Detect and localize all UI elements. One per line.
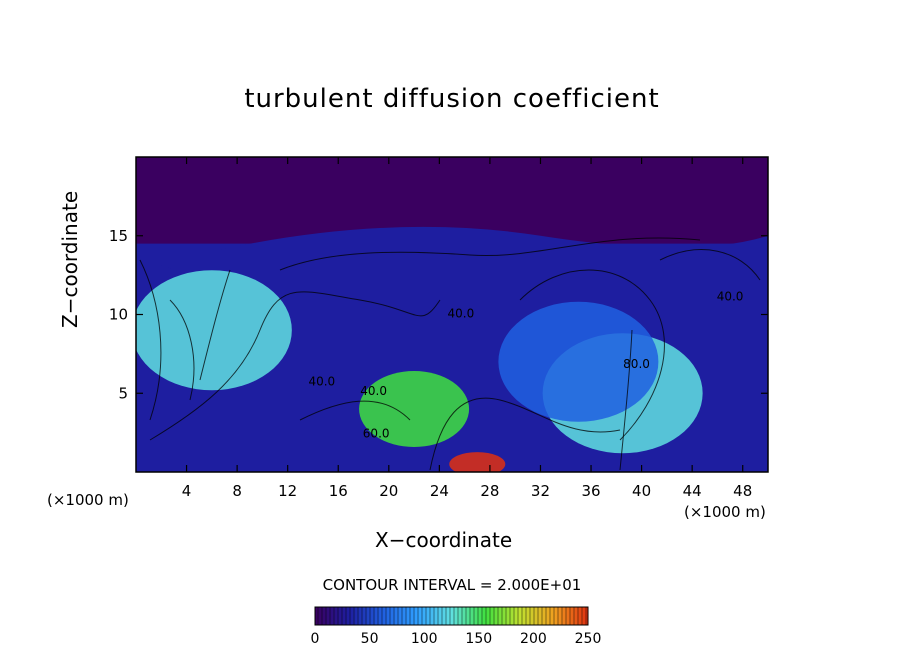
y-tick-label: 15 (109, 227, 128, 245)
colorbar-tick-label: 100 (411, 631, 438, 647)
x-tick-label: 40 (632, 482, 651, 500)
x-tick-label: 48 (733, 482, 752, 500)
y-tick-label: 5 (118, 384, 128, 402)
colorbar-tick-label: 0 (311, 631, 320, 647)
x-tick-label: 12 (278, 482, 297, 500)
x-tick-label: 24 (430, 482, 449, 500)
contour-line (279, 237, 701, 271)
contour-line (199, 269, 231, 381)
colorbar-stripes (315, 607, 588, 625)
contour-label: 40.0 (360, 384, 387, 398)
colorbar-tick-label: 50 (361, 631, 379, 647)
contour-label: 40.0 (717, 289, 744, 303)
x-tick-label: 20 (379, 482, 398, 500)
contour-line (619, 329, 633, 471)
contour-line (429, 397, 621, 471)
contour-line (169, 299, 195, 401)
contour-line (139, 259, 162, 421)
x-unit-right: (×1000 m) (684, 503, 766, 521)
chart-title: turbulent diffusion coefficient (244, 84, 660, 114)
x-tick-label: 16 (329, 482, 348, 500)
contour-lines (139, 237, 761, 471)
x-tick-label: 36 (581, 482, 600, 500)
contour-line (299, 400, 411, 421)
field-feature (498, 301, 659, 422)
y-tick-label: 10 (109, 306, 128, 324)
colorbar-tick-label: 150 (465, 631, 492, 647)
x-tick-label: 8 (232, 482, 242, 500)
turbulent-layer (211, 226, 768, 472)
contour-interval-label: CONTOUR INTERVAL = 2.000E+01 (322, 576, 582, 594)
x-axis-label: X−coordinate (375, 528, 513, 552)
colorbar-tick-label: 200 (520, 631, 547, 647)
colorbar-frame (314, 606, 589, 626)
contour-label: 40.0 (308, 374, 335, 388)
x-tick-label: 4 (182, 482, 192, 500)
colorbar-tick-label: 250 (575, 631, 602, 647)
field-layer (136, 157, 768, 472)
contour-label: 40.0 (447, 307, 474, 321)
x-tick-label: 44 (683, 482, 702, 500)
contour-line (659, 249, 761, 281)
y-axis-label: Z−coordinate (58, 190, 82, 328)
contour-line (149, 291, 441, 441)
contour-label: 60.0 (363, 426, 390, 440)
contour-label: 80.0 (623, 357, 650, 371)
x-unit-left: (×1000 m) (47, 491, 129, 509)
field-feature (136, 270, 292, 391)
field-feature (359, 371, 470, 447)
x-tick-label: 28 (480, 482, 499, 500)
contour-line (519, 269, 665, 441)
field-feature (449, 452, 506, 472)
x-tick-label: 32 (531, 482, 550, 500)
